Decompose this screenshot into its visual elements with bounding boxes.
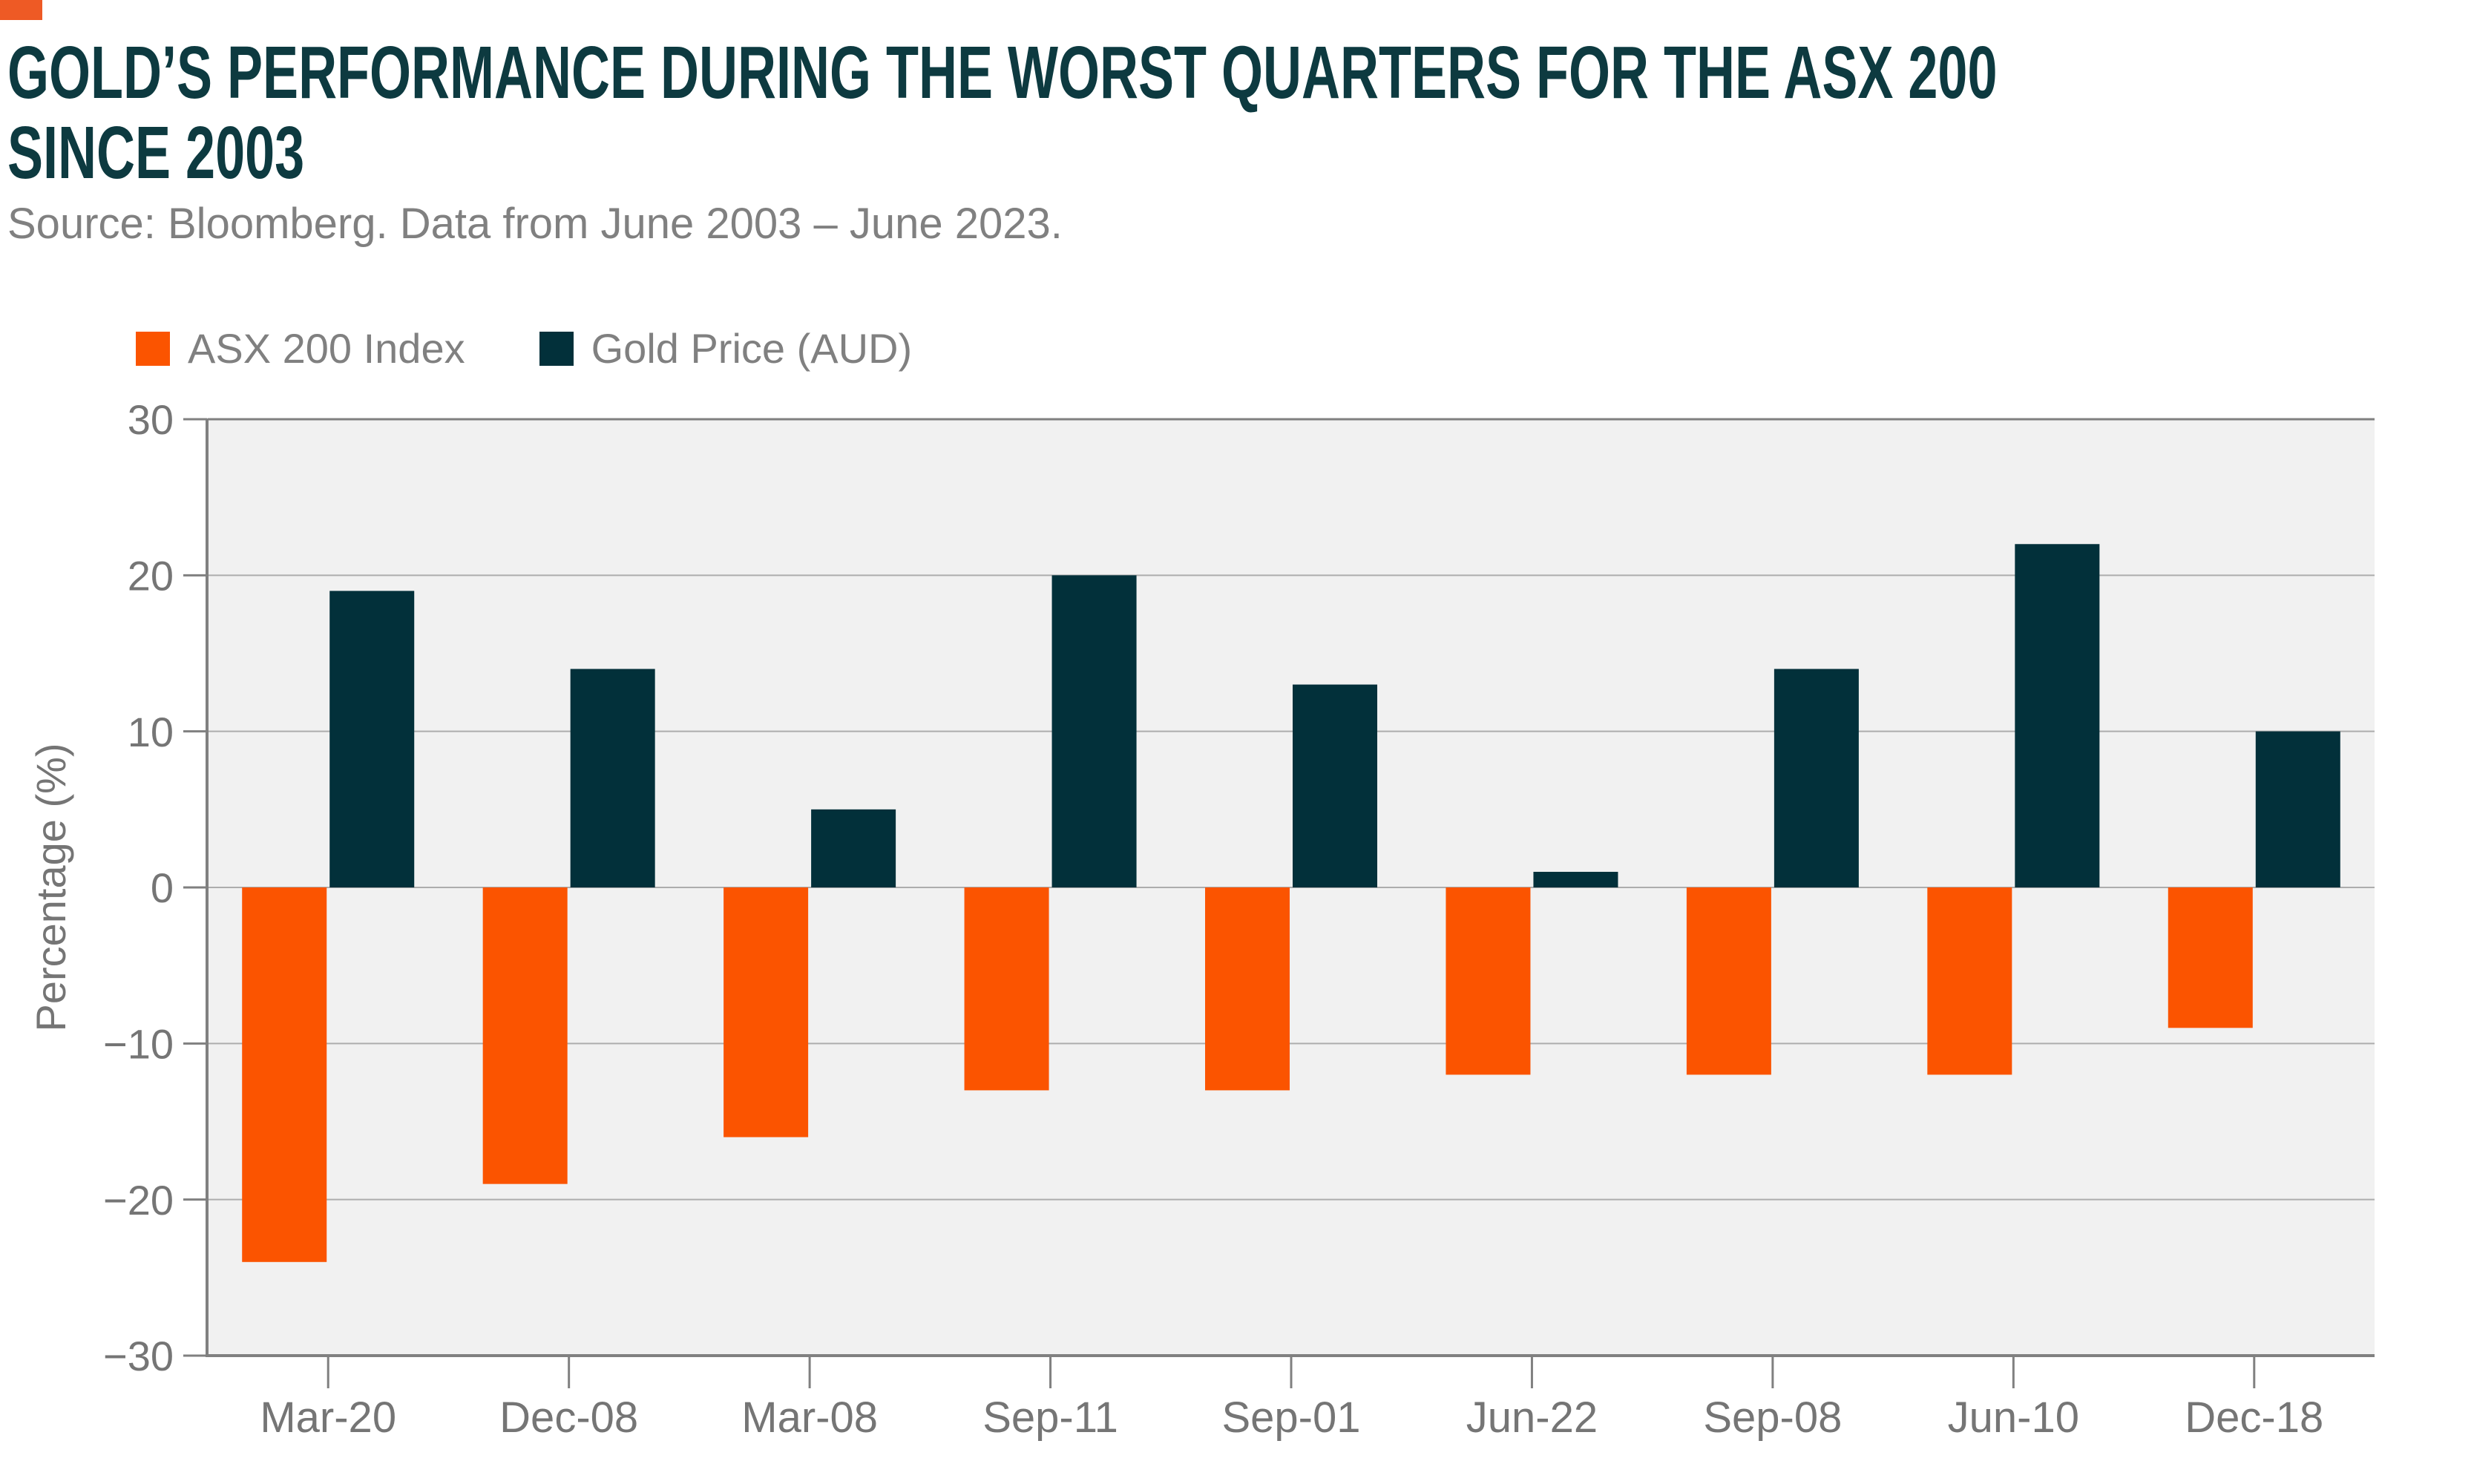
bar-asx-200-index-sep-08 <box>1686 887 1771 1075</box>
bar-asx-200-index-jun-22 <box>1446 887 1531 1075</box>
y-tick-label--10: −10 <box>103 1020 174 1067</box>
y-tick-label-10: 10 <box>128 709 174 755</box>
bar-asx-200-index-mar-20 <box>242 887 327 1262</box>
source-note: Source: Bloomberg. Data from June 2003 –… <box>7 200 1063 248</box>
bar-gold-price-aud-mar-20 <box>329 591 415 887</box>
y-tick-label--30: −30 <box>103 1333 174 1379</box>
bar-gold-price-aud-jun-10 <box>2015 544 2100 887</box>
legend-swatch-asx-200-index <box>136 332 170 366</box>
y-axis-title: Percentage (%) <box>27 743 74 1031</box>
legend-swatch-gold-price-aud <box>539 332 574 366</box>
bar-gold-price-aud-sep-11 <box>1051 575 1137 887</box>
bar-gold-price-aud-jun-22 <box>1533 871 1618 887</box>
bar-asx-200-index-mar-08 <box>724 887 809 1137</box>
legend-item-asx-200-index: ASX 200 Index <box>136 328 465 370</box>
bar-asx-200-index-dec-08 <box>482 887 568 1184</box>
x-tick-label-dec-08: Dec-08 <box>499 1393 638 1442</box>
y-tick-label-0: 0 <box>151 864 174 911</box>
page-title: GOLD’S PERFORMANCE DURING THE WORST QUAR… <box>7 33 1998 193</box>
bar-gold-price-aud-dec-18 <box>2255 731 2340 887</box>
bar-asx-200-index-sep-11 <box>964 887 1049 1091</box>
x-tick-label-sep-08: Sep-08 <box>1703 1393 1842 1442</box>
page-title-line-1: GOLD’S PERFORMANCE DURING THE WORST QUAR… <box>7 31 1998 114</box>
legend-label-asx-200-index: ASX 200 Index <box>188 325 465 372</box>
x-tick-label-sep-01: Sep-01 <box>1221 1393 1360 1442</box>
y-tick-label--20: −20 <box>103 1177 174 1224</box>
accent-block <box>0 0 42 20</box>
bar-asx-200-index-dec-18 <box>2168 887 2253 1028</box>
x-tick-label-sep-11: Sep-11 <box>982 1393 1118 1442</box>
x-tick-label-mar-20: Mar-20 <box>260 1393 396 1442</box>
chart-legend: ASX 200 Index Gold Price (AUD) <box>136 328 912 370</box>
bar-gold-price-aud-sep-01 <box>1293 684 1377 887</box>
bar-gold-price-aud-dec-08 <box>570 669 655 887</box>
y-tick-label-30: 30 <box>128 396 174 443</box>
legend-item-gold-price-aud: Gold Price (AUD) <box>539 325 913 372</box>
y-tick-label-20: 20 <box>128 552 174 599</box>
x-tick-label-jun-10: Jun-10 <box>1948 1393 2079 1442</box>
x-tick-label-dec-18: Dec-18 <box>2185 1393 2323 1442</box>
x-tick-label-jun-22: Jun-22 <box>1466 1393 1598 1442</box>
bar-asx-200-index-jun-10 <box>1927 887 2012 1075</box>
bar-gold-price-aud-sep-08 <box>1774 669 1859 887</box>
bar-gold-price-aud-mar-08 <box>811 809 896 887</box>
x-tick-label-mar-08: Mar-08 <box>741 1393 878 1442</box>
page-title-line-2: SINCE 2003 <box>7 111 305 194</box>
legend-label-gold-price-aud: Gold Price (AUD) <box>591 325 913 372</box>
bar-asx-200-index-sep-01 <box>1205 887 1290 1091</box>
